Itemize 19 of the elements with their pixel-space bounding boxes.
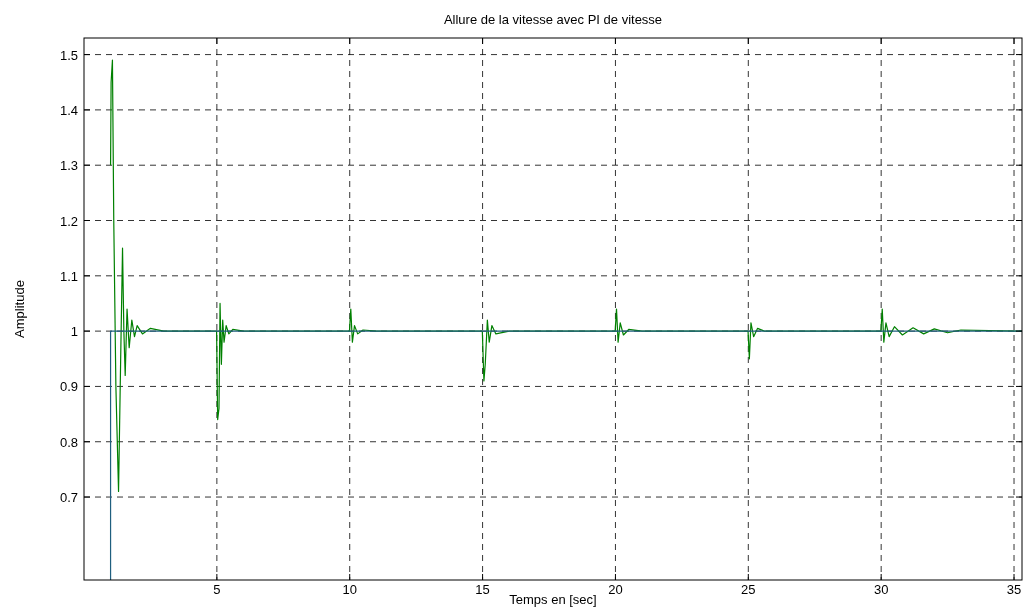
y-tick-label: 1.4 xyxy=(59,102,78,118)
chart-title: Allure de la vitesse avec PI de vitesse xyxy=(443,12,663,27)
x-tick-label: 5 xyxy=(213,582,221,597)
y-tick-label: 0.9 xyxy=(59,379,78,395)
y-tick-label: 1.3 xyxy=(59,158,78,174)
x-axis-title: Temps en [sec] xyxy=(509,592,597,607)
y-tick-label: 1.2 xyxy=(59,213,78,229)
x-tick-label: 25 xyxy=(741,582,756,597)
y-tick-label: 1 xyxy=(70,324,78,340)
y-axis-title: Amplitude xyxy=(12,280,27,338)
x-tick-label: 10 xyxy=(342,582,357,597)
y-tick-label: 0.8 xyxy=(59,434,78,450)
y-tick-label: 1.1 xyxy=(59,268,78,284)
x-tick-label: 15 xyxy=(475,582,490,597)
y-tick-label: 0.7 xyxy=(59,490,78,506)
y-tick-label: 1.5 xyxy=(59,47,78,63)
x-tick-label: 30 xyxy=(873,582,889,597)
x-tick-label: 35 xyxy=(1006,582,1022,597)
x-tick-label: 20 xyxy=(608,582,623,597)
